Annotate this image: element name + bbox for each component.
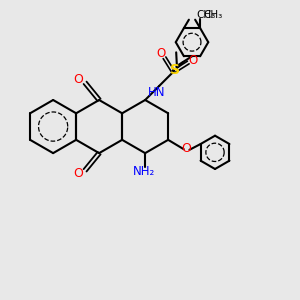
Text: O: O (181, 142, 191, 155)
Text: HN: HN (148, 86, 166, 99)
Text: S: S (170, 63, 180, 77)
Text: O: O (73, 167, 83, 180)
Text: NH₂: NH₂ (133, 165, 155, 178)
Text: CH₃: CH₃ (203, 10, 223, 20)
Text: O: O (157, 47, 166, 60)
Text: O: O (189, 54, 198, 67)
Text: CH₃: CH₃ (197, 10, 216, 20)
Text: O: O (73, 73, 83, 86)
